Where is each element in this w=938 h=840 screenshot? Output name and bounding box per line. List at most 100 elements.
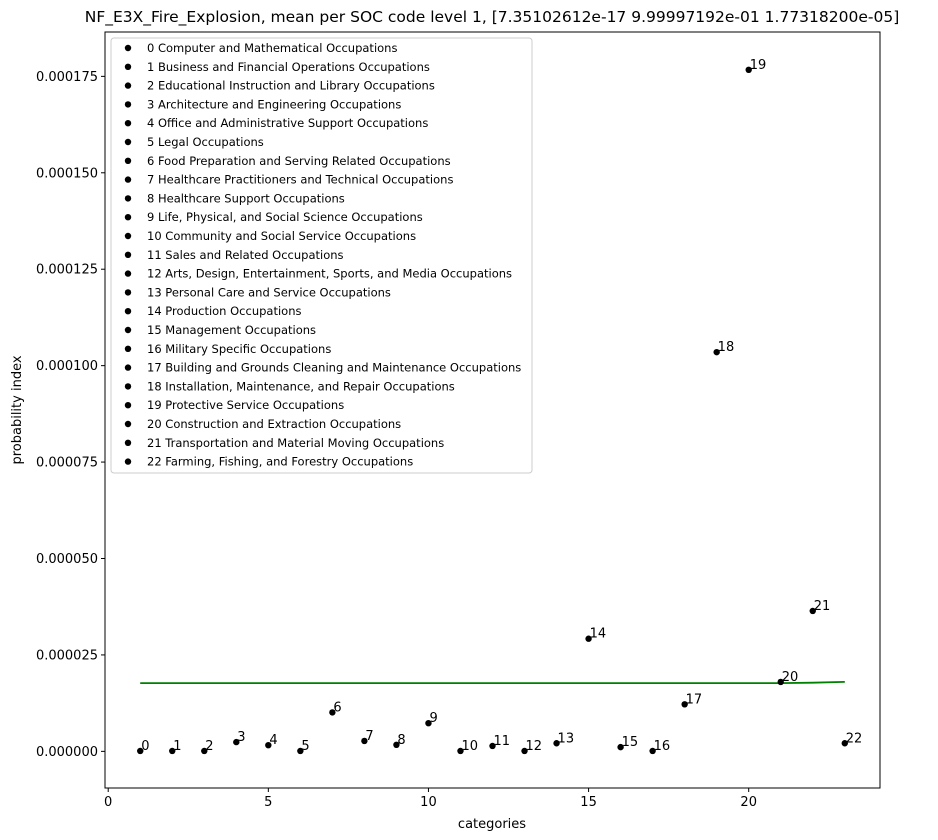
y-tick-label: 0.000075 (36, 456, 98, 471)
legend-marker (124, 402, 132, 409)
y-tick-label: 0.000175 (36, 70, 98, 85)
legend-entry: 8 Healthcare Support Occupations (147, 191, 345, 205)
data-point (233, 738, 240, 746)
legend-marker (124, 176, 132, 183)
data-point (521, 747, 528, 755)
legend-entry: 11 Sales and Related Occupations (147, 248, 344, 262)
x-tick-label: 20 (740, 795, 757, 810)
point-label: 16 (654, 739, 671, 754)
data-point (681, 701, 688, 708)
y-tick-label: 0.000050 (36, 552, 98, 567)
data-point (361, 737, 368, 745)
legend-marker (124, 345, 132, 352)
data-point (137, 747, 144, 755)
legend-marker (124, 157, 132, 164)
legend-marker (124, 439, 132, 446)
point-label: 3 (237, 730, 245, 745)
point-label: 14 (590, 627, 607, 642)
point-label: 17 (686, 692, 703, 707)
point-label: 18 (718, 340, 735, 355)
data-point (777, 678, 784, 686)
data-point (393, 741, 400, 748)
legend-marker (124, 138, 132, 146)
data-point (425, 720, 432, 727)
point-label: 20 (782, 670, 799, 685)
legend-entry: 1 Business and Financial Operations Occu… (147, 60, 430, 74)
y-tick-label: 0.000125 (36, 263, 98, 278)
x-axis-label: categories (458, 817, 526, 832)
legend-marker (124, 214, 132, 221)
legend-entry: 14 Production Occupations (147, 304, 301, 318)
legend-entry: 13 Personal Care and Service Occupations (147, 285, 391, 299)
legend-entry: 0 Computer and Mathematical Occupations (147, 41, 397, 55)
legend-entry: 19 Protective Service Occupations (147, 398, 344, 412)
data-point (745, 66, 752, 74)
legend-marker (124, 270, 132, 277)
fit-line-layer (140, 681, 845, 684)
legend-entry: 3 Architecture and Engineering Occupatio… (147, 97, 401, 111)
legend-marker (124, 420, 132, 428)
fit-line (140, 681, 845, 684)
legend-marker (124, 251, 132, 258)
data-point (713, 348, 720, 356)
x-tick-label: 10 (420, 795, 437, 810)
x-tick-label: 15 (580, 795, 597, 810)
legend-marker (124, 289, 132, 296)
legend-entry: 21 Transportation and Material Moving Oc… (147, 436, 444, 450)
point-label: 11 (494, 734, 511, 749)
legend-marker (124, 82, 132, 89)
data-point (809, 607, 816, 615)
data-point (169, 747, 176, 755)
legend-marker (124, 63, 132, 70)
y-tick-label: 0.000000 (36, 745, 98, 760)
point-label: 22 (846, 731, 863, 746)
legend-entry: 6 Food Preparation and Serving Related O… (147, 154, 451, 168)
legend-marker (124, 458, 132, 465)
legend-marker (124, 364, 132, 371)
legend-entry: 16 Military Specific Occupations (147, 342, 331, 356)
x-tick-label: 5 (264, 795, 272, 810)
legend-marker (124, 326, 132, 334)
legend-entry: 17 Building and Grounds Cleaning and Mai… (147, 361, 521, 375)
legend-entry: 4 Office and Administrative Support Occu… (147, 116, 428, 130)
data-point (553, 740, 560, 747)
data-point (649, 747, 656, 755)
point-label: 4 (269, 733, 277, 748)
point-label: 6 (333, 700, 341, 715)
point-label: 13 (558, 731, 575, 746)
y-axis: 0.000000 0.000025 0.000050 0.000075 0.000100… (36, 70, 105, 760)
x-tick-label: 0 (104, 795, 112, 810)
point-label: 10 (461, 739, 478, 754)
data-point (201, 747, 208, 755)
y-axis-label: probability index (10, 355, 25, 464)
data-point (457, 747, 464, 755)
data-point (617, 743, 624, 751)
point-label: 21 (814, 599, 831, 614)
point-label: 15 (622, 735, 639, 750)
legend-entry: 12 Arts, Design, Entertainment, Sports, … (147, 267, 512, 281)
plot-frame (104, 31, 881, 789)
point-label: 8 (397, 733, 405, 748)
legend-entry: 10 Community and Social Service Occupati… (147, 229, 416, 243)
legend-marker (124, 44, 132, 52)
data-point (297, 747, 304, 755)
legend-marker (124, 308, 132, 315)
legend-box (110, 37, 533, 474)
legend-entry: 9 Life, Physical, and Social Science Occ… (147, 210, 423, 224)
point-label: 9 (429, 711, 437, 726)
point-label: 1 (173, 739, 181, 754)
legend-marker (124, 120, 132, 127)
legend: 0 Computer and Mathematical Occupations 1… (110, 37, 533, 474)
data-point (265, 741, 272, 749)
legend-entry: 20 Construction and Extraction Occupatio… (147, 417, 401, 431)
legend-entry: 15 Management Occupations (147, 323, 316, 337)
point-label: 0 (141, 739, 149, 754)
legend-entry: 22 Farming, Fishing, and Forestry Occupa… (147, 455, 413, 469)
legend-entry: 2 Educational Instruction and Library Oc… (147, 79, 435, 93)
chart-title: NF_E3X_Fire_Explosion, mean per SOC code… (85, 8, 900, 27)
data-point (841, 740, 848, 747)
legend-marker (124, 232, 132, 240)
point-label: 12 (526, 739, 543, 754)
